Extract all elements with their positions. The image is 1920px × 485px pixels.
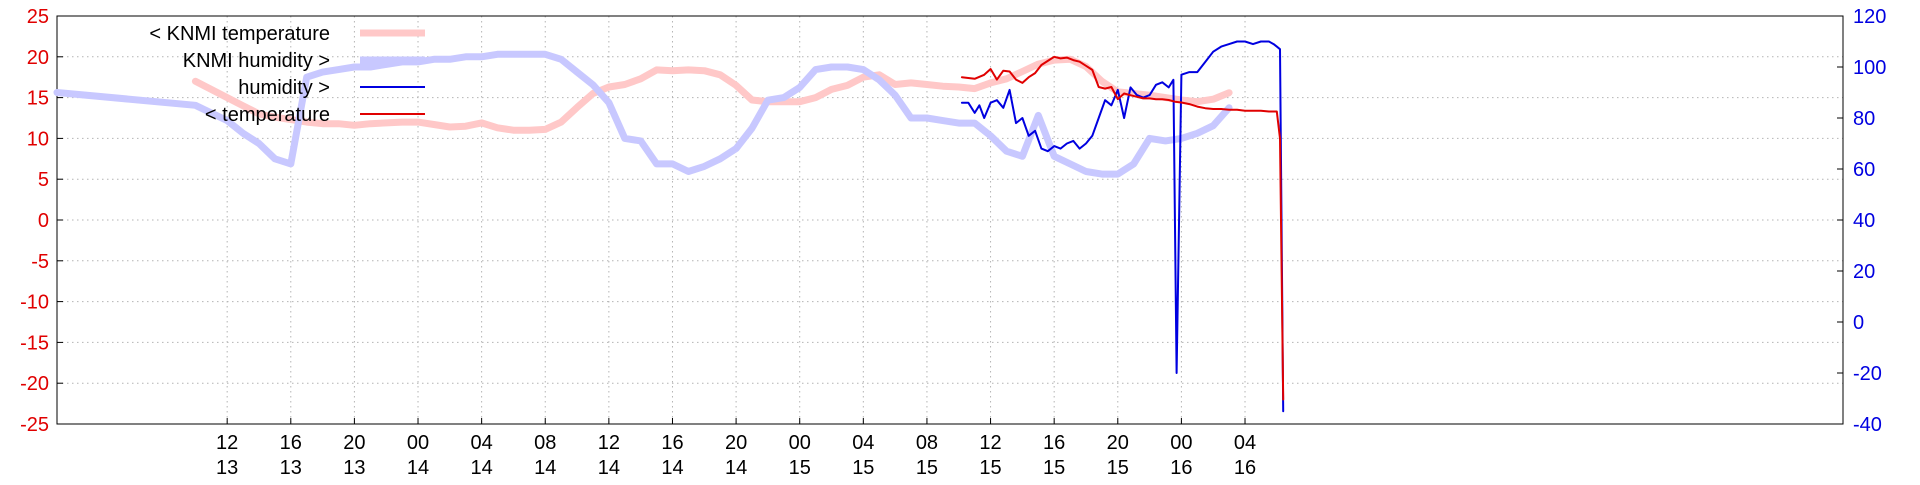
y-left-tick-label: 20 (27, 47, 49, 69)
x-tick-label: 12 (979, 432, 1001, 454)
x-tick-label: 00 (407, 432, 429, 454)
x-tick-sublabel: 16 (1170, 457, 1192, 479)
legend-label-1: < KNMI temperature (149, 23, 330, 45)
x-tick-sublabel: 13 (280, 457, 302, 479)
x-tick-label: 08 (916, 432, 938, 454)
x-tick-label: 00 (1170, 432, 1192, 454)
y-right-tick-label: 120 (1853, 6, 1886, 28)
x-tick-sublabel: 14 (407, 457, 429, 479)
y-right-tick-label: 20 (1853, 261, 1875, 283)
x-tick-label: 16 (1043, 432, 1065, 454)
x-tick-label: 20 (343, 432, 365, 454)
x-tick-sublabel: 14 (661, 457, 683, 479)
y-axis-right: -40 -20 0 20 40 60 80 100 120 (1837, 6, 1886, 436)
legend-label-4: < temperature (205, 104, 330, 126)
x-tick-label: 00 (789, 432, 811, 454)
y-right-tick-label: 100 (1853, 57, 1886, 79)
legend: < KNMI temperature KNMI humidity > humidit… (149, 23, 425, 126)
series-line-1 (191, 55, 1233, 134)
x-tick-label: 04 (1234, 432, 1256, 454)
x-tick-sublabel: 13 (216, 457, 238, 479)
x-tick-sublabel: 13 (343, 457, 365, 479)
y-right-tick-label: -40 (1853, 414, 1882, 436)
y-left-tick-label: 0 (38, 210, 49, 232)
y-left-tick-label: -5 (31, 251, 49, 273)
x-tick-sublabel: 14 (534, 457, 556, 479)
y-left-tick-label: 25 (27, 6, 49, 28)
x-tick-sublabel: 15 (916, 457, 938, 479)
y-right-tick-label: 60 (1853, 159, 1875, 181)
x-tick-sublabel: 15 (852, 457, 874, 479)
legend-label-2: KNMI humidity > (183, 50, 330, 72)
x-tick-sublabel: 14 (598, 457, 620, 479)
legend-label-3: humidity > (238, 77, 330, 99)
x-tick-sublabel: 14 (471, 457, 493, 479)
y-left-tick-label: 5 (38, 169, 49, 191)
y-left-tick-label: 10 (27, 128, 49, 150)
x-tick-label: 04 (471, 432, 493, 454)
y-axis-left: -25 -20 -15 -10 -5 0 5 10 15 20 25 (20, 6, 63, 436)
y-left-tick-label: -15 (20, 332, 49, 354)
y-right-tick-label: -20 (1853, 363, 1882, 385)
y-right-tick-label: 0 (1853, 312, 1864, 334)
grid (57, 16, 1843, 424)
y-left-tick-label: -10 (20, 292, 49, 314)
y-left-tick-label: -25 (20, 414, 49, 436)
y-left-tick-label: -20 (20, 373, 49, 395)
x-tick-sublabel: 15 (1043, 457, 1065, 479)
x-axis: 12 13 16 13 20 13 00 14 04 14 08 14 12 14 16 14 20 14 00 15… (216, 418, 1256, 479)
y-left-tick-label: 15 (27, 88, 49, 110)
series-line-2 (53, 50, 1233, 178)
x-tick-label: 04 (852, 432, 874, 454)
x-tick-sublabel: 15 (979, 457, 1001, 479)
x-tick-label: 16 (280, 432, 302, 454)
x-tick-label: 08 (534, 432, 556, 454)
x-tick-label: 20 (725, 432, 747, 454)
y-right-tick-label: 80 (1853, 108, 1875, 130)
x-tick-sublabel: 15 (789, 457, 811, 479)
series-line-3 (960, 40, 1285, 413)
x-tick-sublabel: 16 (1234, 457, 1256, 479)
y-right-tick-label: 40 (1853, 210, 1875, 232)
series-layer (53, 40, 1285, 413)
x-tick-label: 20 (1107, 432, 1129, 454)
x-tick-sublabel: 14 (725, 457, 747, 479)
series-line-4 (960, 55, 1285, 401)
x-tick-sublabel: 15 (1107, 457, 1129, 479)
x-tick-label: 12 (598, 432, 620, 454)
x-tick-label: 16 (661, 432, 683, 454)
x-tick-label: 12 (216, 432, 238, 454)
